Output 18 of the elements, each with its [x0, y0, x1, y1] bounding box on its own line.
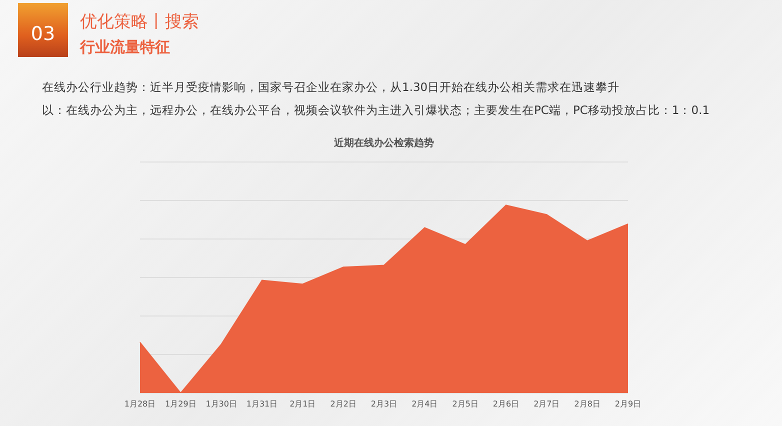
x-tick-label: 2月9日: [614, 400, 642, 409]
x-tick-label: 2月3日: [370, 400, 398, 409]
text: 以：在线办公为主，远程办公，在线办公平台，视频会议软件为主进入引爆状态；主要发生在PC端，PC移动投放占比：1：0.1: [42, 103, 710, 118]
x-tick-label: 2月4日: [412, 400, 438, 409]
x-tick-label: 1月28日: [124, 400, 156, 409]
chart-title: 近期在线办公检索趋势: [333, 136, 435, 150]
text: 在线办公行业趋势：近半月受疫情影响，国家号召企业在家办公，从1.30日开始在线办公相关需求在迅速攀升: [42, 80, 620, 95]
x-tick-label: 2月7日: [534, 400, 560, 409]
x-tick-label: 1月30日: [206, 400, 237, 409]
x-tick-label: 2月1日: [290, 400, 316, 409]
x-tick-label: 2月5日: [452, 400, 478, 409]
x-tick-label: 2月8日: [574, 400, 600, 409]
x-tick-label: 1月29日: [165, 400, 196, 409]
x-tick-label: 2月6日: [492, 400, 520, 409]
x-tick-label: 2月2日: [330, 400, 356, 409]
text: 行业流量特征: [80, 38, 170, 57]
x-tick-label: 1月31日: [246, 400, 278, 409]
text: 优化策略丨搜索: [80, 11, 199, 33]
